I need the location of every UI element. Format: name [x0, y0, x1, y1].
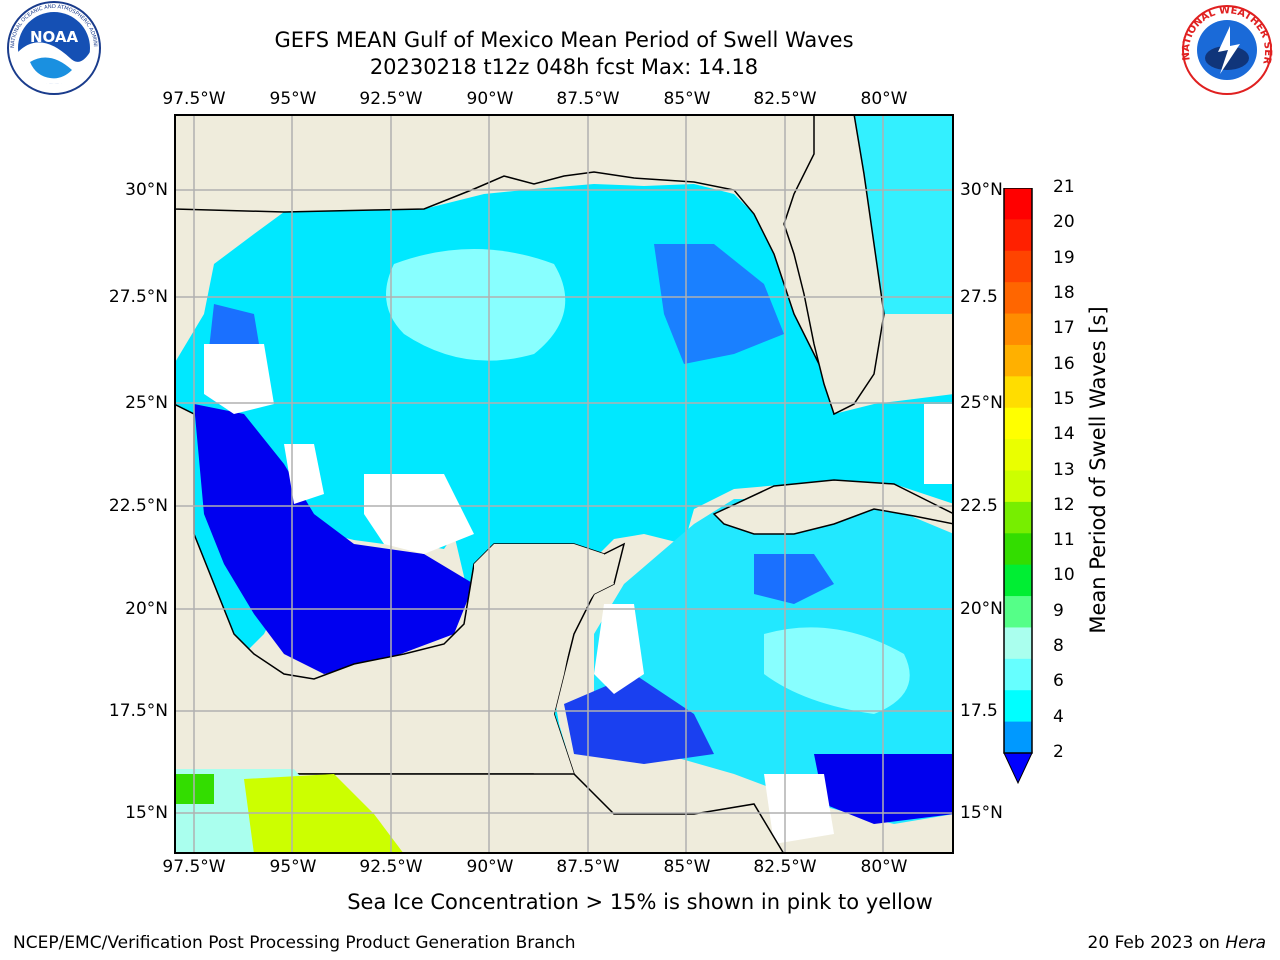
lat-label-left: 27.5°N: [108, 287, 168, 307]
lon-label-top: 85°W: [663, 89, 711, 109]
colorbar-segment: [1004, 219, 1032, 252]
colorbar-tick: 12: [1053, 494, 1075, 515]
map-subtitle: 20230218 t12z 048h fcst Max: 14.18: [369, 55, 759, 79]
colorbar-segment: [1004, 188, 1032, 220]
colorbar-title: Mean Period of Swell Waves [s]: [1086, 306, 1110, 634]
colorbar-segment: [1004, 596, 1032, 628]
colorbar-tick: 16: [1053, 353, 1075, 374]
colorbar-tick: 18: [1053, 282, 1075, 303]
nws-logo: NATIONAL WEATHER SERVICE: [1172, 0, 1273, 95]
lon-label-bottom: 92.5°W: [359, 857, 423, 877]
cuba-island: [712, 479, 954, 535]
map-title: GEFS MEAN Gulf of Mexico Mean Period of …: [274, 28, 854, 52]
lon-label-bottom: 90°W: [466, 857, 514, 877]
colorbar-tick: 21: [1053, 177, 1075, 197]
colorbar-segment: [1004, 627, 1032, 660]
lon-label-bottom: 95°W: [269, 857, 317, 877]
colorbar-tick: 10: [1053, 565, 1075, 586]
lat-label-left: 22.5°N: [108, 496, 168, 516]
lon-label-bottom: 97.5°W: [162, 857, 226, 877]
lat-label-right: 17.5: [960, 701, 998, 721]
deep-blue-west: [194, 404, 474, 674]
map-frame: [174, 114, 954, 854]
texas-mexico-land: [174, 114, 304, 294]
yucatan-peninsula: [474, 544, 614, 774]
colorbar-segment: [1004, 533, 1032, 566]
colorbar-segment: [1004, 344, 1032, 377]
lat-label-left: 25°N: [125, 393, 168, 413]
machine-name: Hera: [1225, 933, 1266, 953]
colorbar-segment: [1004, 564, 1032, 597]
colorbar-tick: 2: [1053, 742, 1064, 762]
lon-label-top: 90°W: [466, 89, 514, 109]
noaa-logo-text: NOAA: [30, 28, 79, 46]
lon-label-bottom: 85°W: [663, 857, 711, 877]
sea-ice-note: Sea Ice Concentration > 15% is shown in …: [347, 890, 933, 914]
colorbar-tick: 8: [1053, 636, 1064, 657]
lon-label-top: 80°W: [860, 89, 908, 109]
colorbar-segment: [1004, 690, 1032, 723]
colorbar-tick: 6: [1053, 671, 1064, 692]
lon-label-top: 87.5°W: [556, 89, 620, 109]
colorbar-tick: 19: [1053, 247, 1075, 268]
colorbar: [1003, 188, 1033, 785]
colorbar-tick: 4: [1053, 706, 1064, 727]
credit-text: NCEP/EMC/Verification Post Processing Pr…: [13, 933, 576, 953]
lat-label-right: 27.5: [960, 287, 998, 307]
colorbar-extend-triangle: [1003, 752, 1033, 785]
date-text: 20 Feb 2023 on Hera: [1088, 933, 1266, 953]
colorbar-segment: [1004, 721, 1032, 754]
colorbar-tick: 15: [1053, 388, 1075, 409]
lon-label-top: 95°W: [269, 89, 317, 109]
colorbar-tick: 14: [1053, 424, 1075, 445]
lon-label-top: 97.5°W: [162, 89, 226, 109]
lat-label-right: 22.5: [960, 496, 998, 516]
colorbar-segment: [1004, 250, 1032, 283]
lat-label-right: 15°N: [960, 803, 1003, 823]
lon-label-bottom: 82.5°W: [753, 857, 817, 877]
lon-label-top: 82.5°W: [753, 89, 817, 109]
colorbar-segment: [1004, 376, 1032, 409]
colorbar-segment: [1004, 313, 1032, 346]
lat-label-right: 25°N: [960, 393, 1003, 413]
colorbar-tick: 20: [1053, 212, 1075, 233]
lat-label-left: 30°N: [125, 180, 168, 200]
lat-label-right: 20°N: [960, 599, 1003, 619]
colorbar-segment: [1004, 470, 1032, 503]
florida-peninsula: [783, 114, 885, 416]
colorbar-frame: [1003, 188, 1033, 754]
lat-label-left: 17.5°N: [108, 701, 168, 721]
colorbar-segment: [1004, 282, 1032, 315]
lon-label-bottom: 87.5°W: [556, 857, 620, 877]
lat-label-right: 30°N: [960, 180, 1003, 200]
colorbar-segment: [1004, 501, 1032, 534]
lat-label-left: 20°N: [125, 599, 168, 619]
lon-label-bottom: 80°W: [860, 857, 908, 877]
map-gridlines: [174, 114, 954, 854]
colorbar-tick: 11: [1053, 530, 1075, 551]
lon-label-top: 92.5°W: [359, 89, 423, 109]
lat-label-left: 15°N: [125, 803, 168, 823]
colorbar-tick: 17: [1053, 318, 1075, 339]
noaa-logo: NOAA NATIONAL OCEANIC AND ATMOSPHERIC AD…: [0, 0, 101, 95]
colorbar-segment: [1004, 658, 1032, 691]
swell-period-map: [174, 114, 954, 854]
colorbar-tick: 13: [1053, 459, 1075, 480]
colorbar-segment: [1004, 439, 1032, 471]
colorbar-tick: 9: [1053, 600, 1064, 621]
colorbar-segment: [1004, 407, 1032, 440]
date-value: 20 Feb 2023 on: [1087, 933, 1226, 953]
